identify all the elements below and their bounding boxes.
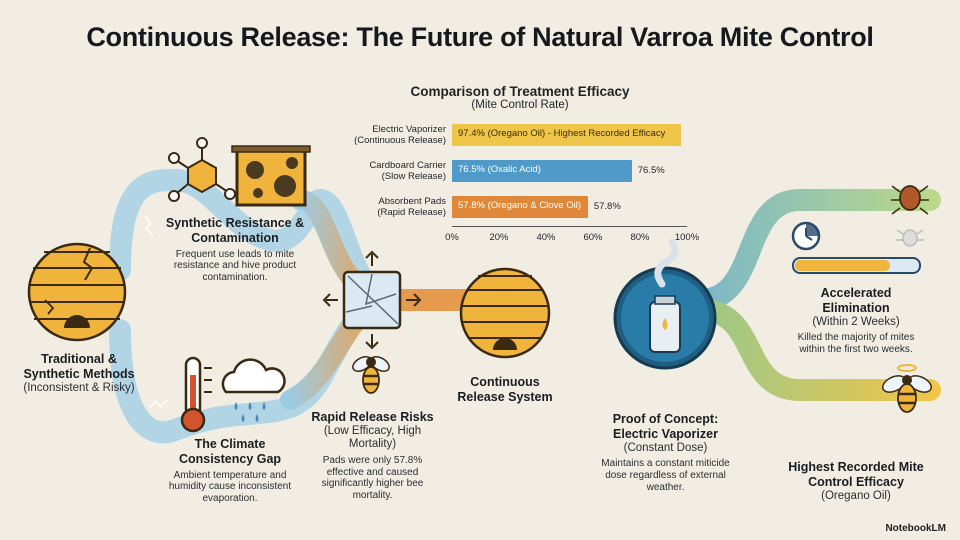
bar-label: 76.5% (Oxalic Acid) (458, 164, 541, 175)
category-label: Cardboard Carrier (Slow Release) (369, 160, 446, 183)
highest-heading: Highest Recorded Mite Control Efficacy (788, 460, 924, 489)
climate-desc: Ambient temperature and humidity cause i… (168, 469, 292, 505)
flow-ribbon-right-lower (689, 299, 941, 401)
x-axis-line (452, 226, 687, 227)
traditional-heading: Traditional & Synthetic Methods (23, 352, 135, 381)
accelerated-elimination-label: Accelerated Elimination (Within 2 Weeks)… (786, 286, 926, 356)
elimination-progress-bar (792, 257, 921, 274)
highest-sub: (Oregano Oil) (821, 489, 891, 502)
bar: 57.8% (Oregano & Clove Oil) (452, 196, 588, 218)
bar: 97.4% (Oregano Oil) - Highest Recorded E… (452, 124, 681, 146)
traditional-sub: (Inconsistent & Risky) (23, 381, 135, 394)
proof-of-concept-label: Proof of Concept: Electric Vaporizer (Co… (598, 412, 733, 493)
climate-heading: The Climate Consistency Gap (178, 437, 282, 466)
rapid-desc: Pads were only 57.8% effective and cause… (321, 454, 424, 502)
bar-label: 57.8% (Oregano & Clove Oil) (458, 200, 582, 211)
traditional-methods-label: Traditional & Synthetic Methods (Inconsi… (14, 352, 144, 395)
resistance-heading: Synthetic Resistance & Contamination (165, 216, 305, 245)
chart-plot-area: Electric Vaporizer (Continuous Release) 97… (340, 124, 700, 260)
cracked-beehive-icon (27, 242, 127, 342)
shattered-container-icon (322, 250, 422, 350)
stopwatch-icon (791, 221, 821, 251)
proof-heading: Proof of Concept: Electric Vaporizer (612, 412, 719, 441)
healthy-bee-icon (881, 364, 933, 413)
efficacy-chart: Comparison of Treatment Efficacy (Mite C… (340, 84, 700, 260)
accelerated-sub: (Within 2 Weeks) (812, 315, 900, 328)
category-label: Absorbent Pads (Rapid Release) (377, 196, 446, 219)
x-tick-label: 20% (489, 232, 509, 243)
rapid-heading: Rapid Release Risks (311, 410, 434, 424)
value-label: 76.5% (637, 165, 665, 176)
chart-subtitle: (Mite Control Rate) (471, 99, 569, 111)
rapid-release-label: Rapid Release Risks (Low Efficacy, High … (310, 410, 435, 502)
proof-desc: Maintains a constant miticide dose regar… (601, 458, 730, 493)
accelerated-desc: Killed the majority of mites within the … (797, 332, 915, 355)
continuous-release-label: Continuous Release System (450, 375, 560, 405)
x-tick-label: 60% (583, 232, 603, 243)
molecule-icon (168, 137, 236, 202)
x-tick-label: 100% (674, 232, 700, 243)
thermometer-icon (180, 356, 212, 433)
highest-efficacy-label: Highest Recorded Mite Control Efficacy (… (786, 460, 926, 503)
value-label: 57.8% (593, 201, 621, 212)
resistance-desc: Frequent use leads to mite resistance an… (173, 248, 297, 284)
continuous-heading: Continuous Release System (457, 375, 553, 404)
accelerated-heading: Accelerated Elimination (820, 286, 892, 315)
proof-sub: (Constant Dose) (623, 441, 708, 454)
flow-ribbon-upper-left (109, 168, 381, 301)
contaminated-frame-icon (231, 145, 311, 207)
electric-vaporizer-icon (613, 238, 717, 370)
bar-label: 97.4% (Oregano Oil) - Highest Recorded E… (458, 128, 666, 139)
bar: 76.5% (Oxalic Acid) (452, 160, 632, 182)
rapid-sub: (Low Efficacy, High Mortality) (323, 424, 422, 451)
flow-ribbon-right-upper (689, 189, 941, 311)
continuous-release-hive-icon (459, 267, 551, 359)
bee-icon (352, 356, 390, 394)
faded-mite-icon (896, 229, 924, 247)
x-tick-label: 80% (630, 232, 650, 243)
chart-title: Comparison of Treatment Efficacy (410, 84, 630, 99)
climate-gap-label: The Climate Consistency Gap Ambient temp… (160, 437, 300, 505)
x-tick-label: 40% (536, 232, 556, 243)
page-title: Continuous Release: The Future of Natura… (86, 22, 874, 52)
rain-cloud-icon (221, 358, 286, 422)
synthetic-resistance-label: Synthetic Resistance & Contamination Fre… (160, 216, 310, 284)
x-tick-label: 0% (445, 232, 459, 243)
mite-icon (891, 185, 929, 215)
notebooklm-brand: NotebookLM (885, 523, 946, 534)
category-label: Electric Vaporizer (Continuous Release) (354, 124, 446, 147)
